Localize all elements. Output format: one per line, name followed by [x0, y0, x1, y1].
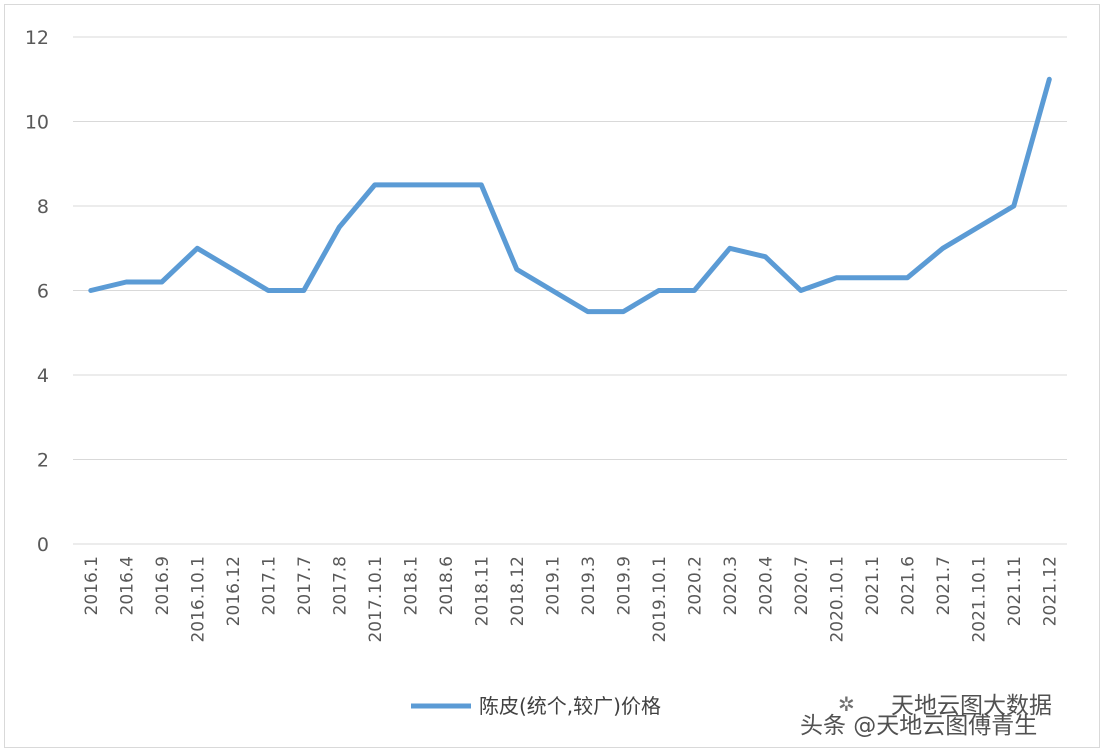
x-tick-label: 2018.6: [437, 556, 457, 615]
y-tick-label: 10: [25, 112, 49, 134]
y-tick-label: 4: [37, 365, 49, 387]
x-tick-label: 2018.1: [401, 556, 421, 615]
legend-label: 陈皮(统个,较广)价格: [479, 694, 661, 718]
gridlines: [73, 36, 1067, 545]
x-tick-label: 2017.7: [295, 556, 315, 615]
x-tick-label: 2016.9: [153, 556, 173, 615]
chart-frame: 0 2 4 6 8 10 12 2016.1 2016.4 2016.9 2016.10.1 201…: [4, 4, 1100, 748]
x-tick-label: 2019.9: [614, 556, 634, 615]
x-tick-label: 2017.8: [330, 556, 350, 615]
watermark-line2: 头条 @天地云图傅青生: [800, 713, 1037, 739]
x-tick-label: 2021.11: [1005, 556, 1025, 626]
x-tick-label: 2016.1: [82, 556, 102, 615]
x-tick-label: 2021.1: [863, 556, 883, 615]
x-axis-ticks: 2016.1 2016.4 2016.9 2016.10.1 2016.12 2017.1…: [82, 556, 1061, 643]
x-tick-label: 2020.2: [685, 556, 705, 615]
y-tick-label: 0: [37, 534, 49, 556]
legend: 陈皮(统个,较广)价格: [411, 694, 661, 718]
x-tick-label: 2020.3: [721, 556, 741, 615]
x-tick-label: 2021.6: [898, 556, 918, 615]
x-tick-label: 2016.4: [117, 556, 137, 615]
x-tick-label: 2016.10.1: [188, 556, 208, 643]
x-tick-label: 2017.1: [259, 556, 279, 615]
x-tick-label: 2021.12: [1040, 556, 1060, 626]
y-tick-label: 12: [25, 27, 49, 49]
x-tick-label: 2020.10.1: [827, 556, 847, 643]
x-tick-label: 2020.7: [792, 556, 812, 615]
x-tick-label: 2021.7: [934, 556, 954, 615]
series-line: [88, 76, 1052, 315]
x-tick-label: 2018.12: [508, 556, 528, 626]
y-axis-ticks: 0 2 4 6 8 10 12: [25, 27, 49, 556]
x-tick-label: 2021.10.1: [969, 556, 989, 643]
y-tick-label: 6: [37, 281, 49, 303]
x-tick-label: 2018.11: [472, 556, 492, 626]
x-tick-label: 2017.10.1: [366, 556, 386, 643]
watermark-line1: 天地云图大数据: [891, 693, 1052, 719]
x-tick-label: 2016.12: [224, 556, 244, 626]
y-tick-label: 2: [37, 450, 49, 472]
series-lines: [88, 76, 1052, 315]
x-tick-label: 2019.10.1: [650, 556, 670, 643]
x-tick-label: 2019.1: [543, 556, 563, 615]
watermark-logo-icon: ✲: [838, 692, 855, 716]
x-tick-label: 2020.4: [756, 556, 776, 615]
watermark: ✲ 天地云图大数据 头条 @天地云图傅青生: [800, 692, 1052, 739]
x-tick-label: 2019.3: [579, 556, 599, 615]
y-tick-label: 8: [37, 196, 49, 218]
